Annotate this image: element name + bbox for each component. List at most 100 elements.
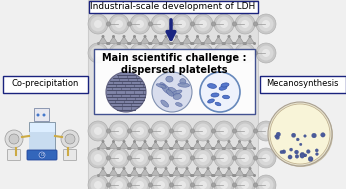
Circle shape	[109, 148, 129, 168]
Polygon shape	[162, 142, 171, 149]
Circle shape	[288, 155, 292, 159]
Circle shape	[316, 153, 318, 156]
Circle shape	[300, 152, 305, 157]
Circle shape	[235, 43, 255, 63]
Circle shape	[127, 129, 132, 133]
Circle shape	[115, 49, 123, 57]
Circle shape	[241, 127, 249, 135]
Circle shape	[193, 148, 213, 168]
Circle shape	[106, 129, 111, 133]
Circle shape	[151, 148, 171, 168]
Circle shape	[171, 42, 173, 45]
Circle shape	[185, 167, 189, 170]
Circle shape	[169, 51, 174, 55]
Circle shape	[111, 46, 127, 60]
Circle shape	[211, 156, 216, 160]
Ellipse shape	[221, 83, 229, 87]
Circle shape	[256, 148, 276, 168]
Circle shape	[190, 174, 193, 177]
Circle shape	[151, 43, 171, 63]
Circle shape	[169, 42, 172, 45]
Circle shape	[178, 49, 186, 57]
Circle shape	[221, 42, 225, 45]
Circle shape	[217, 16, 231, 32]
Circle shape	[137, 147, 140, 150]
Circle shape	[149, 42, 153, 45]
Circle shape	[191, 174, 194, 177]
Circle shape	[253, 156, 258, 160]
Circle shape	[169, 129, 174, 133]
Circle shape	[214, 43, 234, 63]
Circle shape	[133, 35, 136, 38]
Circle shape	[133, 150, 147, 166]
Text: Co-precipitation: Co-precipitation	[11, 80, 79, 88]
Circle shape	[223, 42, 226, 45]
Ellipse shape	[162, 84, 171, 94]
Polygon shape	[225, 36, 234, 43]
Ellipse shape	[211, 93, 219, 97]
Circle shape	[111, 123, 127, 139]
Circle shape	[217, 35, 220, 38]
Circle shape	[130, 121, 150, 141]
Circle shape	[109, 43, 129, 63]
Text: Mecanosynthesis: Mecanosynthesis	[266, 80, 339, 88]
Circle shape	[97, 174, 100, 177]
Circle shape	[157, 20, 165, 28]
Circle shape	[315, 149, 318, 152]
Circle shape	[291, 133, 296, 137]
Circle shape	[154, 123, 169, 139]
Circle shape	[193, 175, 213, 189]
Circle shape	[214, 148, 234, 168]
Circle shape	[237, 46, 253, 60]
Circle shape	[122, 167, 126, 170]
Circle shape	[133, 123, 147, 139]
Ellipse shape	[215, 102, 221, 106]
Circle shape	[221, 147, 225, 150]
Circle shape	[232, 174, 235, 177]
Circle shape	[232, 156, 237, 160]
Circle shape	[112, 167, 115, 170]
Polygon shape	[182, 169, 191, 176]
Polygon shape	[109, 142, 118, 149]
Circle shape	[276, 132, 281, 136]
Circle shape	[241, 49, 249, 57]
Polygon shape	[140, 142, 149, 149]
Ellipse shape	[168, 87, 177, 94]
Circle shape	[241, 20, 249, 28]
Ellipse shape	[178, 83, 190, 87]
Circle shape	[111, 150, 127, 166]
Circle shape	[220, 181, 228, 189]
Circle shape	[94, 181, 102, 189]
Polygon shape	[130, 169, 139, 176]
Polygon shape	[203, 36, 212, 43]
Circle shape	[217, 123, 231, 139]
FancyBboxPatch shape	[89, 1, 257, 12]
Circle shape	[217, 167, 220, 170]
Circle shape	[238, 35, 241, 38]
Circle shape	[232, 22, 237, 26]
Circle shape	[171, 174, 173, 177]
FancyBboxPatch shape	[64, 149, 76, 160]
Circle shape	[139, 174, 142, 177]
Circle shape	[193, 14, 213, 34]
Circle shape	[152, 72, 192, 112]
Circle shape	[169, 22, 174, 26]
Circle shape	[237, 16, 253, 32]
Circle shape	[232, 42, 235, 45]
Circle shape	[151, 14, 171, 34]
Circle shape	[171, 147, 173, 150]
Circle shape	[248, 167, 252, 170]
Circle shape	[258, 150, 273, 166]
Circle shape	[101, 167, 104, 170]
Circle shape	[199, 127, 207, 135]
Circle shape	[97, 147, 100, 150]
Circle shape	[61, 130, 79, 148]
Circle shape	[243, 42, 246, 45]
Circle shape	[127, 156, 132, 160]
Circle shape	[185, 140, 189, 143]
Circle shape	[253, 51, 258, 55]
Circle shape	[304, 135, 306, 137]
Circle shape	[220, 20, 228, 28]
Circle shape	[262, 181, 270, 189]
Circle shape	[106, 183, 111, 187]
